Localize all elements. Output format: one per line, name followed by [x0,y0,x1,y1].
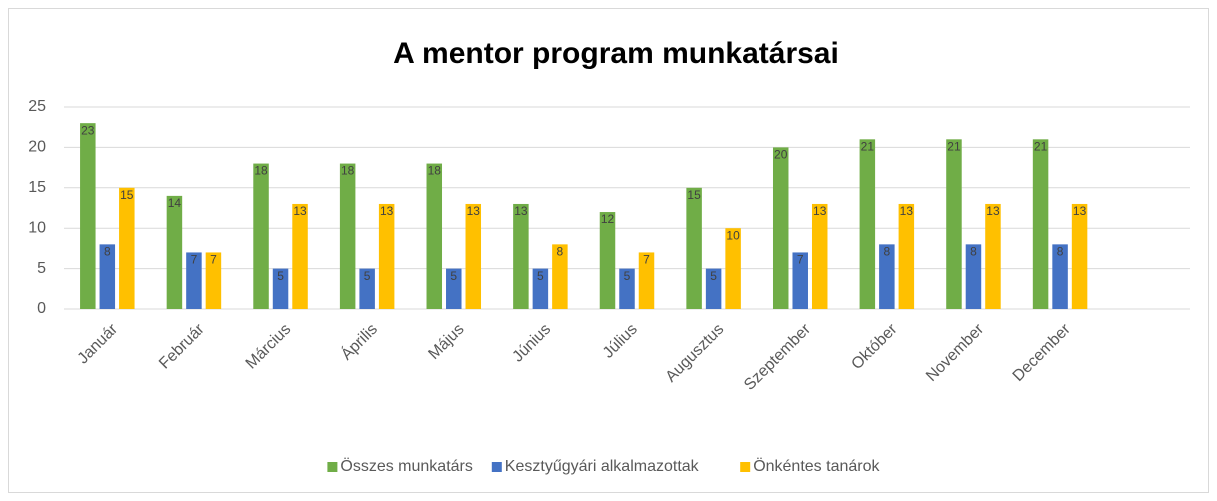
bar [292,203,308,309]
value-label: 7 [643,253,650,267]
bar [772,147,789,309]
value-label: 13 [1073,204,1087,218]
value-label: 8 [884,245,891,259]
value-label: 20 [774,148,788,162]
value-label: 13 [293,204,307,218]
bar [965,244,982,309]
value-label: 7 [191,253,198,267]
value-label: 5 [364,269,371,283]
value-label: 18 [254,164,268,178]
bar [811,203,828,309]
value-label: 13 [467,204,481,218]
bar [879,244,895,309]
value-label: 15 [687,188,701,202]
bar [253,163,269,309]
value-label: 18 [428,164,442,178]
value-label: 5 [710,269,717,283]
value-label: 14 [168,196,182,210]
legend-label: Önkéntes tanárok [753,457,880,475]
value-label: 8 [1057,245,1064,259]
bar [792,252,808,309]
y-tick-label: 5 [37,260,46,277]
bar [465,203,482,309]
bar [705,268,722,309]
bar [186,252,202,309]
bar [638,252,655,309]
bar [513,203,529,309]
value-label: 13 [380,204,394,218]
bar [1032,139,1049,309]
y-tick-label: 15 [28,179,46,196]
bar [80,123,96,309]
value-label: 13 [514,204,528,218]
value-label: 18 [341,164,355,178]
bar [426,163,443,309]
bar [898,203,915,309]
bar [166,195,183,309]
bar [946,139,962,309]
value-label: 21 [1034,139,1048,153]
bar [686,187,702,309]
legend-swatch [491,462,502,472]
value-label: 5 [537,269,544,283]
y-tick-label: 0 [37,300,46,317]
bar [205,252,222,309]
value-label: 7 [797,253,804,267]
value-label: 8 [104,245,111,259]
bar [272,268,289,309]
chart-title: A mentor program munkatársai [393,37,839,70]
value-label: 23 [81,123,95,137]
bar [619,268,635,309]
bar [552,244,568,309]
bar [339,163,356,309]
value-label: 21 [947,139,961,153]
legend-label: Kesztyűgyári alkalmazottak [505,458,700,475]
value-label: 8 [970,245,977,259]
y-tick-label: 20 [28,139,46,156]
value-label: 12 [601,212,615,226]
value-label: 10 [726,228,740,242]
bar [1052,244,1068,309]
bar [119,187,135,309]
value-label: 13 [986,204,1000,218]
value-label: 13 [813,204,827,218]
bar [359,268,375,309]
bar [985,203,1001,309]
bar [532,268,549,309]
value-label: 5 [624,269,631,283]
legend-label: Összes munkatárs [340,457,472,475]
bar [99,244,116,309]
value-label: 5 [450,269,457,283]
y-tick-label: 25 [28,98,46,115]
bar [378,203,395,309]
value-label: 5 [277,269,284,283]
bar [859,139,876,309]
legend-swatch [740,462,751,472]
bar [599,212,616,309]
value-label: 8 [557,245,564,259]
value-label: 21 [861,139,875,153]
value-label: 15 [120,188,134,202]
bar [1071,203,1088,309]
value-label: 7 [210,253,217,267]
bar [725,228,741,309]
value-label: 13 [900,204,914,218]
legend-swatch [327,462,338,472]
y-tick-label: 10 [28,219,46,236]
bar [446,268,462,309]
